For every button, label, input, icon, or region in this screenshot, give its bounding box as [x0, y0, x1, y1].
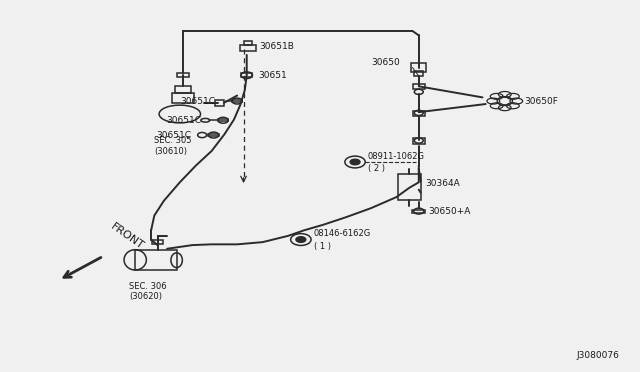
Bar [241, 73, 252, 77]
Text: 30651: 30651 [258, 71, 287, 80]
Text: SEC. 306
(30620): SEC. 306 (30620) [129, 282, 166, 301]
Text: ( 2 ): ( 2 ) [368, 164, 385, 173]
Text: SEC. 305
(30610): SEC. 305 (30610) [154, 136, 192, 155]
Bar [411, 63, 426, 71]
Text: 30651B: 30651B [259, 42, 294, 51]
Bar [244, 41, 252, 45]
Text: 08911-1062G: 08911-1062G [368, 151, 425, 161]
Text: 30651C: 30651C [180, 97, 215, 106]
Circle shape [296, 237, 306, 243]
Text: 30650F: 30650F [524, 97, 558, 106]
Text: 30364A: 30364A [425, 179, 460, 188]
Text: ( 1 ): ( 1 ) [314, 242, 331, 251]
Bar [215, 100, 224, 106]
Text: 30650+A: 30650+A [428, 206, 470, 216]
Bar [135, 250, 177, 270]
Text: 08146-6162G: 08146-6162G [314, 229, 371, 238]
Bar [414, 71, 423, 76]
Text: 30650: 30650 [371, 58, 400, 67]
Circle shape [350, 159, 360, 165]
Bar [172, 93, 195, 103]
Bar [232, 100, 243, 102]
Bar [209, 134, 219, 136]
Text: 30651C: 30651C [166, 116, 201, 125]
Bar [175, 86, 191, 93]
Bar [413, 84, 424, 89]
Bar [413, 138, 424, 144]
Bar [152, 240, 163, 244]
Bar [241, 45, 255, 51]
Bar [397, 174, 420, 200]
Bar [413, 111, 424, 116]
Bar [412, 210, 425, 212]
Text: J3080076: J3080076 [577, 350, 620, 359]
Bar [218, 119, 228, 121]
Bar [177, 73, 189, 77]
Text: 30651C: 30651C [156, 131, 191, 140]
Text: FRONT: FRONT [108, 222, 145, 252]
